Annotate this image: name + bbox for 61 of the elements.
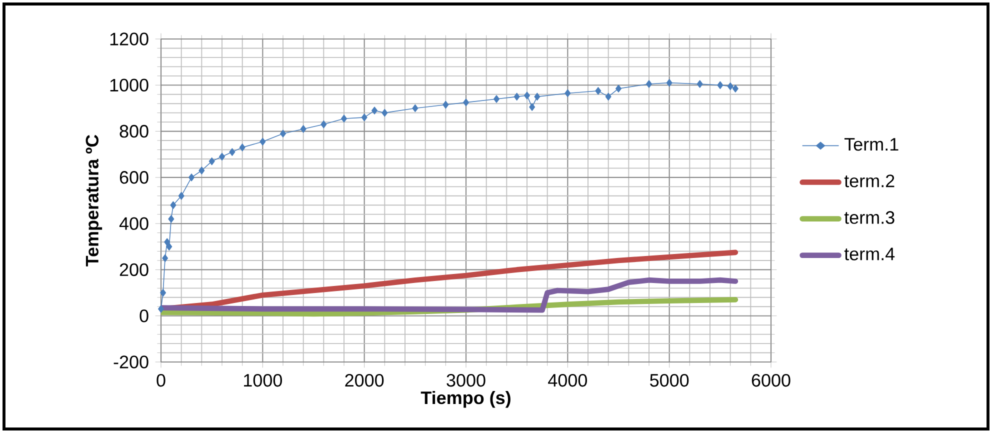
- point: [534, 92, 540, 101]
- point: [260, 138, 266, 146]
- legend-label: term.3: [844, 211, 894, 224]
- y-tick-label: 600: [120, 171, 148, 184]
- point: [166, 242, 172, 251]
- y-tick-label: 1200: [110, 32, 148, 46]
- point: [524, 92, 530, 100]
- point: [188, 174, 195, 182]
- x-tick-label: 4000: [548, 374, 587, 387]
- x-tick-label: 2000: [345, 374, 384, 387]
- point: [529, 103, 536, 111]
- point: [178, 192, 184, 200]
- point: [160, 288, 166, 297]
- legend-label: Term.1: [844, 138, 898, 151]
- point: [412, 104, 418, 112]
- point: [208, 157, 215, 166]
- x-tick-label: 5000: [650, 374, 689, 387]
- x-tick-label: 0: [156, 374, 166, 387]
- point: [564, 89, 571, 98]
- x-axis-title: Tiempo (s): [420, 390, 510, 408]
- legend-label: term.4: [844, 248, 895, 260]
- y-tick-label: 800: [120, 124, 148, 138]
- point: [219, 152, 226, 161]
- point: [198, 166, 205, 174]
- point: [361, 114, 368, 122]
- point: [341, 114, 348, 122]
- point: [170, 201, 176, 209]
- point: [300, 125, 306, 133]
- point: [158, 305, 164, 313]
- y-tick-label: 400: [119, 217, 148, 230]
- y-tick-label: 200: [120, 263, 148, 276]
- point: [239, 144, 246, 152]
- y-tick-label: 0: [140, 309, 148, 322]
- legend-label: term.2: [844, 174, 894, 188]
- y-tick-label: 1000: [110, 78, 148, 92]
- point: [442, 100, 449, 109]
- point: [164, 238, 170, 246]
- y-axis-title: Temperatura ºC: [86, 134, 102, 266]
- x-tick-label: 6000: [752, 374, 790, 387]
- point: [646, 80, 652, 88]
- point: [372, 106, 378, 114]
- point: [229, 148, 236, 156]
- point: [732, 84, 738, 92]
- point: [494, 95, 500, 103]
- x-tick-label: 3000: [446, 374, 486, 387]
- point: [382, 108, 388, 117]
- point: [162, 254, 168, 262]
- point: [463, 98, 470, 106]
- point: [666, 78, 672, 87]
- point: [717, 81, 724, 90]
- y-tick-label: -200: [114, 356, 148, 368]
- point: [280, 130, 286, 138]
- x-tick-label: 1000: [244, 374, 282, 387]
- point: [595, 87, 602, 95]
- point: [727, 82, 734, 90]
- point: [605, 92, 612, 101]
- point: [616, 84, 622, 92]
- point: [696, 80, 703, 88]
- point: [168, 215, 174, 223]
- point: [320, 120, 327, 128]
- point: [514, 92, 520, 101]
